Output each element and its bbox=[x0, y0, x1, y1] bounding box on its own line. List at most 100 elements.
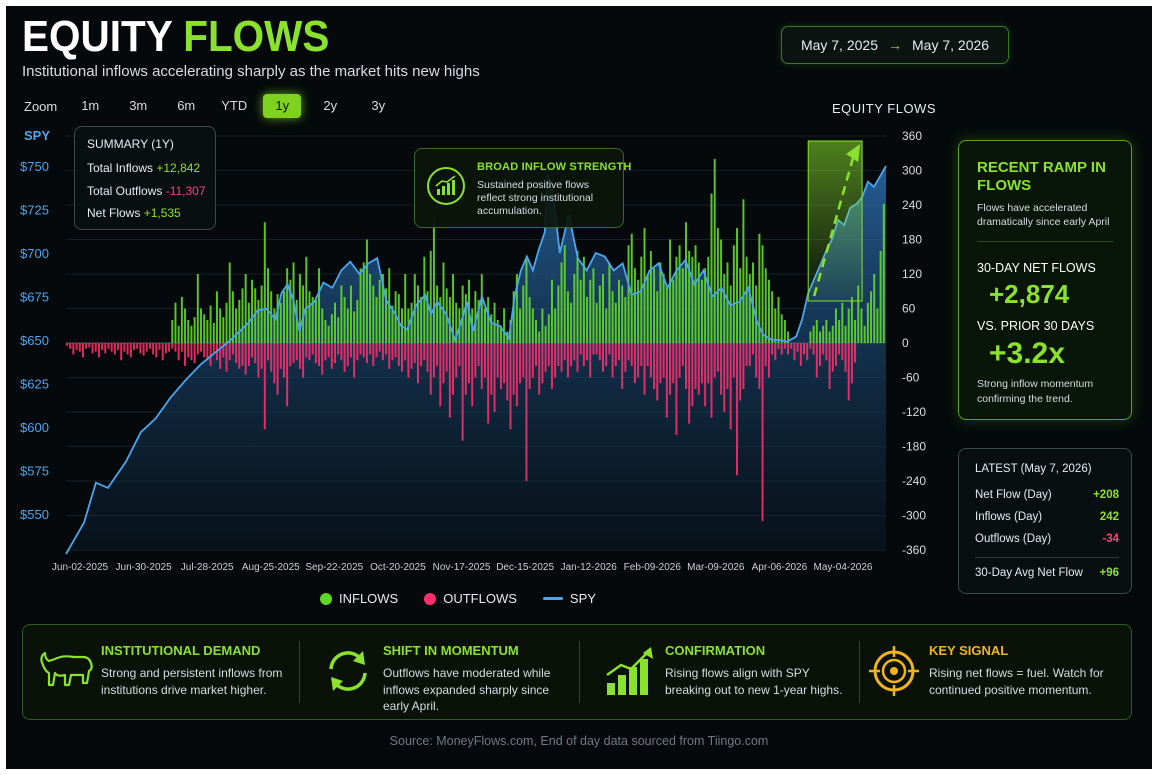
outflow-bar bbox=[190, 343, 193, 361]
zoom-2y-button[interactable]: 2y bbox=[323, 98, 338, 113]
outflow-bar bbox=[474, 343, 477, 378]
outflow-bar bbox=[330, 343, 333, 369]
inflow-bar bbox=[267, 268, 269, 343]
outflow-bar bbox=[432, 343, 435, 378]
summary-outflows-label: Total Outflows bbox=[87, 184, 163, 198]
inflow-bar bbox=[764, 268, 767, 343]
right-tick-label: -120 bbox=[902, 405, 926, 419]
target-icon bbox=[865, 645, 923, 697]
outflow-bar bbox=[586, 343, 589, 361]
inflow-bar bbox=[787, 331, 790, 343]
outflow-bar bbox=[88, 343, 91, 348]
x-tick-label: Nov-17-2025 bbox=[433, 562, 491, 573]
outflow-bar bbox=[193, 343, 196, 364]
inflow-bar bbox=[538, 331, 541, 343]
inflow-bar bbox=[206, 320, 209, 343]
outflow-bar bbox=[356, 343, 359, 361]
insight-2-title: SHIFT IN MOMENTUM bbox=[383, 643, 519, 658]
outflow-bar bbox=[736, 343, 739, 476]
zoom-label: Zoom bbox=[24, 98, 58, 114]
outflow-bar bbox=[244, 343, 247, 375]
outflow-bar bbox=[646, 343, 649, 366]
outflow-bar bbox=[751, 343, 754, 355]
inflow-bar bbox=[704, 268, 707, 343]
inflow-bar bbox=[337, 317, 340, 344]
zoom-3y-button[interactable]: 3y bbox=[371, 98, 386, 113]
summary-net: Net Flows +1,535 bbox=[87, 206, 181, 220]
latest-panel: LATEST (May 7, 2026) Net Flow (Day) +208 … bbox=[958, 448, 1132, 594]
insight-2-text: Outflows have moderated while inflows ex… bbox=[383, 666, 551, 713]
outflow-bar bbox=[75, 343, 78, 350]
summary-inflows-value: +12,842 bbox=[156, 161, 201, 175]
outflow-bar bbox=[796, 343, 799, 352]
inflow-bar bbox=[391, 305, 394, 344]
zoom-3m-button[interactable]: 3m bbox=[129, 98, 148, 113]
inflow-bar bbox=[621, 285, 624, 343]
inflow-bar bbox=[432, 222, 435, 343]
inflow-bar bbox=[177, 325, 180, 343]
left-tick-label: $575 bbox=[20, 464, 49, 479]
x-tick-label: Jun-30-2025 bbox=[116, 562, 173, 573]
inflow-bar bbox=[369, 274, 372, 343]
inflow-bar bbox=[311, 297, 314, 343]
outflow-bar bbox=[235, 343, 238, 364]
legend-outflows[interactable]: OUTFLOWS bbox=[424, 591, 517, 606]
inflow-bar bbox=[464, 294, 467, 344]
outflow-bar bbox=[483, 343, 486, 378]
inflow-bar bbox=[643, 228, 646, 343]
outflow-bar bbox=[716, 343, 719, 372]
outflow-bar bbox=[761, 343, 764, 522]
inflows-dot-icon bbox=[320, 592, 332, 605]
legend-spy[interactable]: SPY bbox=[542, 591, 596, 606]
outflow-bar bbox=[627, 343, 630, 361]
outflow-bar bbox=[171, 343, 174, 349]
outflow-bar bbox=[85, 343, 88, 349]
zoom-1y-button[interactable]: 1y bbox=[263, 94, 302, 118]
outflow-bar bbox=[321, 343, 324, 375]
outflow-bar bbox=[133, 343, 135, 350]
insight-4-title: KEY SIGNAL bbox=[929, 643, 1009, 658]
outflow-bar bbox=[394, 343, 397, 358]
inflow-bar bbox=[512, 291, 515, 343]
latest-title: LATEST (May 7, 2026) bbox=[975, 463, 1092, 475]
inflow-bar bbox=[755, 285, 758, 343]
outflow-bar bbox=[745, 343, 748, 366]
insights-bar: INSTITUTIONAL DEMAND Strong and persiste… bbox=[22, 624, 1132, 720]
ramp-description: Flows have accelerated dramatically sinc… bbox=[977, 202, 1110, 228]
inflow-bar bbox=[726, 262, 729, 343]
outflow-bar bbox=[442, 343, 445, 384]
inflow-bar bbox=[850, 297, 853, 343]
inflow-bar bbox=[385, 288, 388, 344]
inflow-bar bbox=[614, 302, 617, 343]
inflow-bar bbox=[656, 291, 659, 343]
summary-inflows-label: Total Inflows bbox=[87, 161, 154, 175]
zoom-1m-button[interactable]: 1m bbox=[81, 98, 100, 113]
inflow-bar bbox=[515, 274, 518, 343]
zoom-6m-button[interactable]: 6m bbox=[177, 98, 196, 113]
outflow-bar bbox=[152, 343, 155, 355]
outflow-bar bbox=[499, 343, 502, 389]
inflow-bar bbox=[493, 302, 496, 343]
legend-outflows-label: OUTFLOWS bbox=[443, 591, 517, 606]
outflow-bar bbox=[429, 343, 432, 395]
outflow-bar bbox=[340, 343, 343, 361]
outflow-bar bbox=[298, 343, 301, 369]
date-range-picker[interactable]: May 7, 2025 → May 7, 2026 bbox=[781, 26, 1009, 64]
insight-4-text: Rising net flows = fuel. Watch for conti… bbox=[929, 666, 1104, 697]
inflow-bar bbox=[171, 320, 174, 343]
zoom-ytd-button[interactable]: YTD bbox=[221, 98, 248, 113]
inflow-bar bbox=[653, 268, 656, 343]
legend-spy-label: SPY bbox=[569, 591, 596, 606]
date-end: May 7, 2026 bbox=[912, 37, 990, 53]
legend-inflows[interactable]: INFLOWS bbox=[320, 591, 398, 606]
outflow-bar bbox=[78, 343, 81, 352]
outflow-bar bbox=[129, 343, 132, 358]
outflow-bar bbox=[758, 343, 761, 389]
right-tick-label: 360 bbox=[902, 129, 922, 143]
outflow-bar bbox=[308, 343, 311, 361]
outflow-bar bbox=[346, 343, 349, 366]
outflow-bar bbox=[247, 343, 250, 366]
insight-3-title: CONFIRMATION bbox=[665, 643, 766, 658]
zoom-selector: Zoom 1m 3m 6m YTD 1y 2y 3y bbox=[24, 94, 407, 118]
outflow-bar bbox=[799, 343, 802, 366]
